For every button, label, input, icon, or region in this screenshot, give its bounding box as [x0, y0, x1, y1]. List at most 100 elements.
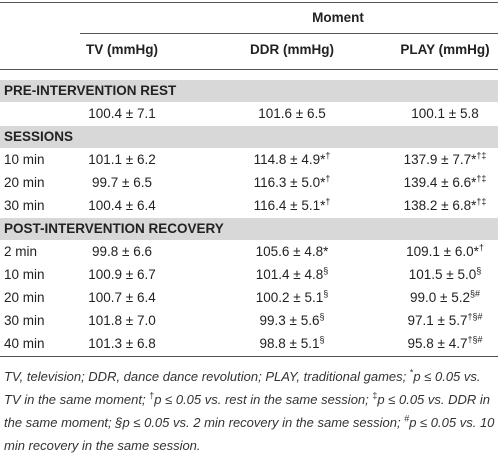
cell-value: 95.8 ± 4.7: [407, 336, 468, 351]
cell: 97.1 ± 5.7†§#: [407, 311, 483, 328]
cell-superscript: §: [319, 334, 325, 345]
cell-value: 99.3 ± 5.6: [259, 313, 320, 328]
footnote-superscript: †: [149, 390, 155, 401]
cell: 101.6 ± 6.5: [258, 106, 325, 121]
cell: 100.7 ± 6.4: [88, 290, 155, 305]
cell-superscript: §: [319, 311, 325, 322]
cell-value: 97.1 ± 5.7: [407, 313, 468, 328]
section-band: [0, 218, 498, 240]
cell-value: 99.0 ± 5.2: [410, 290, 470, 305]
footnote: TV, television; DDR, dance dance revolut…: [4, 365, 496, 456]
cell-value: 101.4 ± 4.8: [255, 267, 324, 282]
cell: 101.1 ± 6.2: [88, 152, 155, 167]
column-header: DDR (mmHg): [250, 42, 334, 57]
section-title: POST-INTERVENTION RECOVERY: [4, 221, 224, 236]
row-label: 30 min: [4, 313, 45, 328]
cell-value: 100.4 ± 6.4: [88, 198, 156, 213]
row-label: 40 min: [4, 336, 45, 351]
cell: 101.4 ± 4.8§: [255, 265, 329, 282]
cell-value: 99.7 ± 6.5: [92, 175, 152, 190]
section-band: [0, 126, 498, 148]
cell-value: 109.1 ± 6.0*: [406, 244, 479, 259]
cell-value: 100.4 ± 7.1: [88, 106, 156, 121]
cell-superscript: †: [325, 150, 331, 161]
rule: [80, 33, 498, 34]
cell-value: 105.6 ± 4.8*: [255, 244, 329, 259]
row-label: 30 min: [4, 198, 45, 213]
cell-value: 137.9 ± 7.7*: [403, 152, 477, 167]
cell: 137.9 ± 7.7*†‡: [403, 150, 487, 167]
cell: 95.8 ± 4.7†§#: [407, 334, 483, 351]
cell: 116.3 ± 5.0*†: [253, 173, 331, 190]
cell-superscript: †: [478, 242, 484, 253]
footnote-superscript: #: [404, 413, 410, 424]
column-header: PLAY (mmHg): [400, 42, 490, 57]
cell-superscript: §: [323, 265, 329, 276]
footnote-text: p ≤ 0.05 vs. DDR in the same moment; §p …: [4, 392, 491, 430]
cell-value: 101.1 ± 6.2: [88, 152, 156, 167]
cell-value: 101.8 ± 7.0: [88, 313, 156, 328]
cell-value: 99.8 ± 6.6: [92, 244, 152, 259]
cell-value: 100.9 ± 6.7: [88, 267, 156, 282]
footnote-text: TV, television; DDR, dance dance revolut…: [4, 369, 410, 384]
cell-superscript: †‡: [476, 150, 487, 161]
cell: 100.4 ± 6.4: [88, 198, 155, 213]
cell-value: 116.3 ± 5.0*: [253, 175, 326, 190]
cell-value: 101.6 ± 6.5: [258, 106, 326, 121]
cell: 98.8 ± 5.1§: [259, 334, 325, 351]
cell-value: 114.8 ± 4.9*: [253, 152, 326, 167]
footnote-text: p ≤ 0.05 vs. rest in the same session;: [154, 392, 373, 407]
cell: 99.7 ± 6.5: [92, 175, 152, 190]
cell: 101.3 ± 6.8: [88, 336, 155, 351]
row-label: 2 min: [4, 244, 38, 259]
cell-value: 101.5 ± 5.0: [408, 267, 477, 282]
footnote-superscript: *: [409, 367, 414, 378]
footnote-text: p ≤ 0.05 vs. 10 min recovery in the same…: [4, 415, 495, 453]
cell: 100.2 ± 5.1§: [255, 288, 329, 305]
row-label: 20 min: [4, 290, 45, 305]
cell: 101.5 ± 5.0§: [408, 266, 481, 282]
cell-superscript: †‡: [476, 196, 487, 207]
row-label: 20 min: [4, 175, 45, 190]
cell-value: 101.3 ± 6.8: [88, 336, 156, 351]
cell-value: 138.2 ± 6.8*: [403, 198, 477, 213]
footnote-text: p ≤ 0.05 vs. TV in the same moment;: [4, 369, 481, 407]
cell-superscript: §: [323, 288, 329, 299]
row-label: 10 min: [4, 152, 45, 167]
cell-superscript: §#: [469, 288, 480, 299]
cell: 109.1 ± 6.0*†: [406, 242, 484, 259]
cell: 101.8 ± 7.0: [88, 313, 155, 328]
section-band: [0, 80, 498, 102]
cell-value: 100.2 ± 5.1: [255, 290, 324, 305]
cell: 105.6 ± 4.8*: [256, 244, 329, 259]
cell-superscript: †‡: [476, 173, 487, 184]
cell-superscript: †: [325, 196, 331, 207]
section-title: SESSIONS: [4, 129, 74, 144]
column-header: TV (mmHg): [86, 42, 158, 57]
section-title: PRE-INTERVENTION REST: [4, 83, 177, 98]
cell: 99.0 ± 5.2§#: [410, 288, 480, 305]
cell-value: 139.4 ± 6.6*: [403, 175, 477, 190]
cell-value: 100.1 ± 5.8: [411, 106, 479, 121]
cell: 100.1 ± 5.8: [411, 106, 478, 121]
cell: 138.2 ± 6.8*†‡: [403, 196, 487, 213]
header: Moment: [312, 10, 364, 25]
cell: 114.8 ± 4.9*†: [253, 150, 331, 167]
cell: 100.4 ± 7.1: [88, 106, 155, 121]
cell: 100.9 ± 6.7: [88, 267, 155, 282]
rule: [0, 356, 498, 357]
rule: [0, 2, 498, 3]
cell: 99.8 ± 6.6: [92, 244, 152, 259]
cell: 99.3 ± 5.6§: [259, 311, 325, 328]
cell-superscript: †: [325, 173, 331, 184]
cell: 139.4 ± 6.6*†‡: [403, 173, 487, 190]
cell-superscript: †§#: [467, 311, 483, 322]
cell: 116.4 ± 5.1*†: [254, 196, 331, 213]
cell-value: 100.7 ± 6.4: [88, 290, 156, 305]
cell-superscript: †§#: [467, 334, 483, 345]
row-label: 10 min: [4, 267, 45, 282]
cell-value: 98.8 ± 5.1: [259, 336, 320, 351]
footnote-superscript: ‡: [372, 390, 378, 401]
rule: [0, 69, 498, 70]
